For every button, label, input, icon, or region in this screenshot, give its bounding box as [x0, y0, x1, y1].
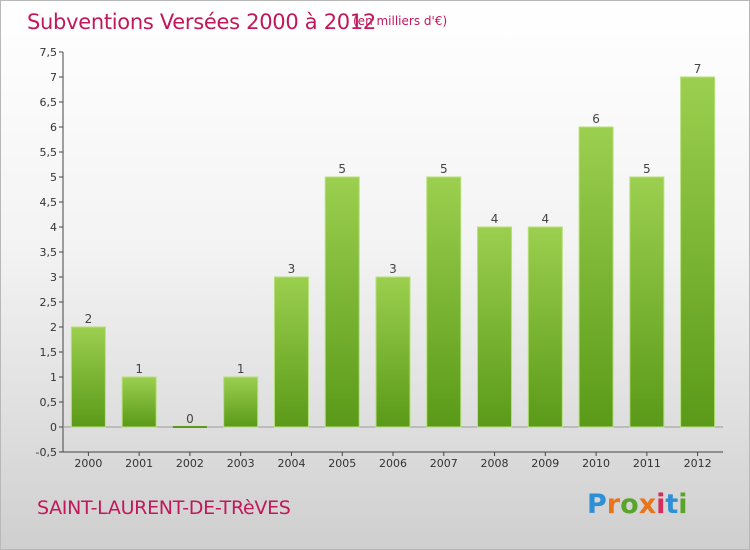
chart-title: Subventions Versées 2000 à 2012 [27, 10, 376, 34]
x-tick-label: 2002 [176, 457, 204, 470]
data-label: 4 [491, 212, 499, 226]
data-label: 3 [288, 262, 296, 276]
data-label: 2 [85, 312, 93, 326]
y-tick-label: 2,5 [40, 296, 58, 309]
y-tick-label: 1,5 [40, 346, 58, 359]
y-tick-label: 3,5 [40, 246, 58, 259]
y-tick-label: 2 [50, 321, 57, 334]
data-label: 1 [135, 362, 143, 376]
x-tick-label: 2005 [328, 457, 356, 470]
bar-2010 [578, 126, 614, 428]
y-tick-label: 5 [50, 171, 57, 184]
bar-2009 [527, 226, 563, 428]
data-labels: 2 1 0 1 3 5 3 5 4 4 6 5 7 [85, 62, 702, 426]
y-tick-label: 7,5 [40, 46, 58, 59]
x-tick-label: 2007 [430, 457, 458, 470]
bar-2005 [324, 176, 360, 428]
logo-letter: r [606, 489, 621, 520]
data-label: 0 [186, 412, 194, 426]
logo-letter: i [678, 489, 688, 520]
data-label: 3 [389, 262, 397, 276]
data-label: 5 [338, 162, 346, 176]
data-label: 5 [440, 162, 448, 176]
bar-2001 [121, 376, 157, 428]
bar-2011 [629, 176, 665, 428]
x-tick-label: 2012 [684, 457, 712, 470]
bar-2008 [477, 226, 513, 428]
data-label: 1 [237, 362, 245, 376]
y-tick-label: 1 [50, 371, 57, 384]
x-tick-label: 2009 [531, 457, 559, 470]
x-tick-label: 2010 [582, 457, 610, 470]
y-tick-label: 7 [50, 71, 57, 84]
y-tick-label: 3 [50, 271, 57, 284]
x-tick-label: 2011 [633, 457, 661, 470]
data-label: 5 [643, 162, 651, 176]
bars [70, 76, 716, 428]
data-label: 4 [541, 212, 549, 226]
logo-letter: P [587, 489, 607, 520]
proxiti-logo[interactable]: Proxiti [587, 489, 688, 520]
y-tick-label: -0,5 [36, 446, 57, 459]
y-tick-label: 5,5 [40, 146, 58, 159]
logo-letter: t [665, 489, 679, 520]
town-name: SAINT-LAURENT-DE-TRèVES [37, 497, 291, 519]
y-tick-label: 0,5 [40, 396, 58, 409]
unit-note: (en milliers d'€) [353, 14, 448, 28]
axes: -0,5 0 0,5 1 1,5 2 2,5 3 3,5 4 4,5 5 5,5 6 6,5 7 7,5 2000… [36, 46, 723, 470]
bar-2003 [223, 376, 259, 428]
data-label: 7 [694, 62, 702, 76]
y-tick-label: 6,5 [40, 96, 58, 109]
x-tick-label: 2004 [277, 457, 305, 470]
logo-letter: o [620, 489, 639, 520]
bar-2012 [680, 76, 716, 428]
x-tick-label: 2008 [481, 457, 509, 470]
bar-2004 [273, 276, 309, 428]
y-tick-label: 6 [50, 121, 57, 134]
y-tick-label: 0 [50, 421, 57, 434]
bar-2006 [375, 276, 411, 428]
data-label: 6 [592, 112, 600, 126]
x-tick-label: 2006 [379, 457, 407, 470]
logo-letter: x [638, 489, 657, 520]
bar-2007 [426, 176, 462, 428]
y-tick-label: 4 [50, 221, 57, 234]
logo-letter: i [656, 489, 666, 520]
bar-2000 [70, 326, 106, 428]
x-tick-label: 2001 [125, 457, 153, 470]
x-tick-label: 2003 [227, 457, 255, 470]
x-tick-label: 2000 [74, 457, 102, 470]
y-tick-label: 4,5 [40, 196, 58, 209]
